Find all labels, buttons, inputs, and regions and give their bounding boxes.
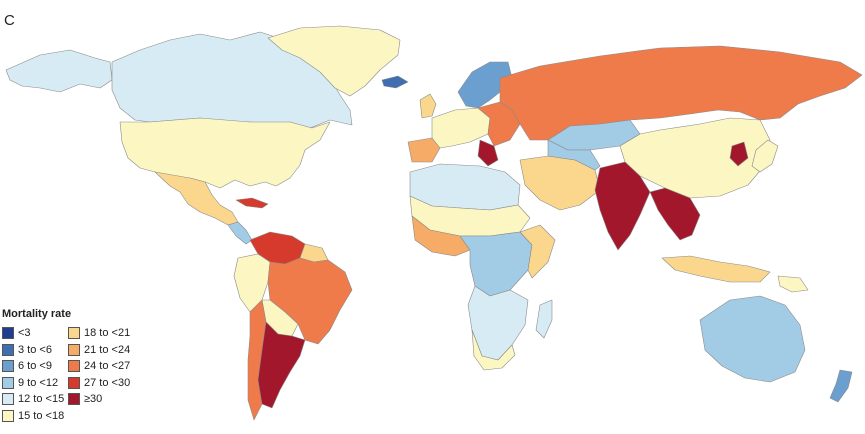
- region-usa: [119, 117, 331, 189]
- region-japan: [751, 139, 779, 173]
- legend-label: 6 to <9: [18, 360, 52, 373]
- region-greenland: [267, 25, 401, 97]
- legend-title: Mortality rate: [2, 308, 72, 320]
- legend-swatch: [2, 376, 14, 389]
- region-iran-central-asia: [547, 139, 601, 171]
- legend-swatch: [2, 360, 14, 373]
- region-balkans: [477, 139, 499, 167]
- legend-empty: [68, 408, 148, 425]
- legend-label: <3: [18, 327, 31, 340]
- region-north-africa: [409, 163, 521, 211]
- legend-grid: <3 18 to <21 3 to <6 21 to <24 6 to <9 24 to …: [2, 325, 162, 424]
- region-cuba: [235, 197, 269, 209]
- legend-item: 21 to <24: [68, 342, 148, 359]
- legend-label: 15 to <18: [18, 409, 65, 422]
- legend-item: 6 to <9: [2, 358, 64, 375]
- region-south-africa: [471, 329, 516, 371]
- region-indonesia: [661, 255, 771, 283]
- legend-item: ≥30: [68, 391, 148, 408]
- legend-item: 15 to <18: [2, 408, 64, 425]
- region-russia: [499, 45, 863, 141]
- region-east-africa: [519, 224, 556, 279]
- legend-label: 9 to <12: [18, 376, 59, 389]
- region-iceland: [381, 75, 409, 89]
- region-australia: [699, 295, 806, 383]
- region-central-america: [227, 221, 253, 245]
- legend-item: 24 to <27: [68, 358, 148, 375]
- legend-item: 3 to <6: [2, 342, 64, 359]
- legend-swatch: [68, 327, 80, 340]
- legend-swatch: [68, 376, 80, 389]
- legend: Mortality rate <3 18 to <21 3 to <6 21 to <…: [2, 308, 162, 424]
- legend-label: ≥30: [84, 393, 103, 406]
- region-west-africa: [411, 215, 471, 257]
- region-uk: [419, 93, 437, 119]
- legend-item: 27 to <30: [68, 375, 148, 392]
- legend-item: <3: [2, 325, 64, 342]
- region-korea: [729, 141, 749, 167]
- legend-label: 3 to <6: [18, 343, 52, 356]
- region-argentina: [257, 321, 306, 409]
- region-southeast-asia: [649, 187, 701, 241]
- legend-label: 21 to <24: [84, 343, 131, 356]
- region-png: [777, 275, 809, 293]
- legend-label: 27 to <30: [84, 376, 131, 389]
- legend-label: 24 to <27: [84, 360, 131, 373]
- legend-swatch: [2, 393, 14, 406]
- region-central-africa: [459, 231, 533, 297]
- legend-swatch: [68, 360, 80, 373]
- legend-item: 9 to <12: [2, 375, 64, 392]
- legend-swatch: [68, 343, 80, 356]
- legend-swatch: [2, 327, 14, 340]
- legend-swatch: [2, 409, 14, 422]
- region-madagascar: [535, 299, 553, 339]
- legend-item: 18 to <21: [68, 325, 148, 342]
- legend-label: 12 to <15: [18, 393, 65, 406]
- panel-label: C: [4, 12, 15, 29]
- legend-swatch: [68, 393, 80, 406]
- region-india: [594, 161, 651, 251]
- legend-label: 18 to <21: [84, 327, 131, 340]
- region-iberia: [407, 137, 441, 163]
- region-western-europe: [431, 107, 491, 149]
- region-alaska: [5, 49, 113, 93]
- legend-item: 12 to <15: [2, 391, 64, 408]
- legend-swatch: [2, 343, 14, 356]
- region-new-zealand: [829, 369, 853, 403]
